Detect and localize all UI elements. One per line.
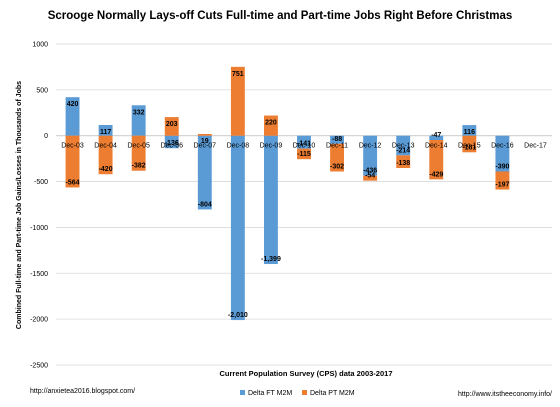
bar-value-label: -214 [396,147,410,154]
bar-ft-dec-12 [363,135,378,176]
bar-pt-dec-09 [263,115,278,136]
legend: Delta FT M2M Delta PT M2M [240,390,355,397]
bar-ft-dec-14 [429,135,444,141]
x-axis-label: Current Population Survey (CPS) data 200… [220,369,393,378]
bar-value-label: -382 [132,163,146,170]
x-tick-label: Dec-08 [227,143,250,150]
y-tick-label: -500 [34,179,48,186]
bar-ft-dec-11 [330,135,345,144]
y-tick-label: 0 [44,133,48,140]
bar-value-label: -564 [66,179,80,186]
y-tick-label: -1500 [30,271,48,278]
bar-pt-dec-10 [297,148,311,160]
bar-value-label: 332 [133,109,145,116]
chart-title: Scrooge Normally Lays-off Cuts Full-time… [48,10,513,22]
bar-pt-dec-13 [396,155,411,168]
y-tick-label: -1000 [30,225,48,232]
bar-value-label: -138 [396,160,410,167]
bar-ft-dec-08 [230,135,245,321]
bar-ft-dec-03 [65,97,80,136]
gridlines [56,43,552,366]
x-tick-label: Dec-15 [458,143,481,150]
bar-value-label: -390 [495,163,509,170]
bar-value-label: -197 [495,182,509,189]
x-tick-label: Dec-10 [293,143,316,150]
bar-ft-dec-07 [197,135,212,210]
bar-value-label: -115 [297,151,311,158]
bar-value-label: -88 [332,136,342,143]
x-axis-ticks: Dec-03 Dec-04 Dec-05 Dec-06 Dec-07 Dec-08 Dec-… [61,143,547,150]
bar-pt-dec-14 [429,140,444,180]
legend-label: Delta FT M2M [248,390,292,397]
bar-pt-dec-04 [98,135,113,175]
x-tick-label: Dec-11 [326,143,348,150]
bar-ft-dec-04 [98,124,113,136]
bar-value-label: -420 [99,166,113,173]
bar-value-label: 220 [265,120,277,127]
bar-ft-dec-10 [297,135,311,149]
legend-swatch-ft [240,390,245,395]
bar-ft-dec-16 [495,135,510,172]
bar-value-label: 117 [100,129,111,136]
bar-value-label: -2,010 [228,312,248,319]
bar-value-label: 420 [67,101,79,108]
x-tick-label: Dec-14 [425,143,448,150]
x-tick-label: Dec-04 [94,143,117,150]
y-tick-label: -2500 [30,363,48,370]
y-tick-label: 500 [36,87,48,94]
bar-pt-dec-12 [363,175,378,181]
bar-value-label: -141 [297,141,311,148]
bar-value-label: -436 [363,168,377,175]
bar-ft-dec-06 [164,135,179,149]
bar-ft-dec-13 [396,135,411,156]
footer-left-url: http://anxietea2016.blogspot.com/ [30,388,136,395]
footer-right-url: http://www.itstheeconomy.info/ [457,391,552,398]
x-tick-label: Dec-07 [194,143,217,150]
bar-pt-dec-16 [495,171,510,190]
bar-value-label: -47 [431,132,441,139]
bar-ft-dec-15 [462,125,477,136]
y-axis-label: Combined Full-time and Part-time Job Gai… [16,81,23,329]
y-tick-label: 1000 [32,42,48,49]
legend-label: Delta PT M2M [310,390,355,397]
bar-pt-dec-03 [65,135,80,188]
bar-pt-dec-08 [230,66,245,136]
bar-pt-dec-15 [462,135,477,153]
bar-ft-dec-05 [131,105,146,136]
x-tick-label: Dec-05 [127,143,150,150]
x-tick-label: Dec-17 [524,143,547,150]
bar-pt-dec-07 [197,133,212,136]
bar-value-label: -1,399 [261,256,281,263]
bar-value-label: -302 [330,163,344,170]
bar-value-label: -804 [198,201,212,208]
bar-pt-dec-05 [131,135,146,171]
x-tick-label: Dec-06 [160,143,183,150]
bar-value-label: -429 [429,171,443,178]
bar-value-label: -181 [462,144,476,151]
bar-value-labels: 420 -564 117 -420 332 -382 -136 203 -804 19 -2,010… [66,71,510,319]
bar-pt-dec-11 [330,143,345,172]
bars [65,66,510,321]
x-tick-label: Dec-16 [491,143,514,150]
bar-ft-dec-09 [263,135,278,265]
bar-pt-dec-06 [164,117,179,136]
bar-value-label: 751 [232,71,244,78]
bar-value-label: -54 [365,173,375,180]
x-tick-label: Dec-03 [61,143,84,150]
bar-value-label: 203 [166,121,178,128]
bar-value-label: -136 [165,140,179,147]
y-axis-ticks: 1000 500 0 -500 -1000 -1500 -2000 -2500 [30,42,48,370]
bar-value-label: 19 [201,138,209,145]
x-tick-label: Dec-09 [260,143,283,150]
y-tick-label: -2000 [30,317,48,324]
legend-swatch-pt [302,390,307,395]
x-tick-label: Dec-13 [392,143,415,150]
x-tick-label: Dec-12 [359,143,382,150]
bar-value-label: 116 [464,129,475,136]
